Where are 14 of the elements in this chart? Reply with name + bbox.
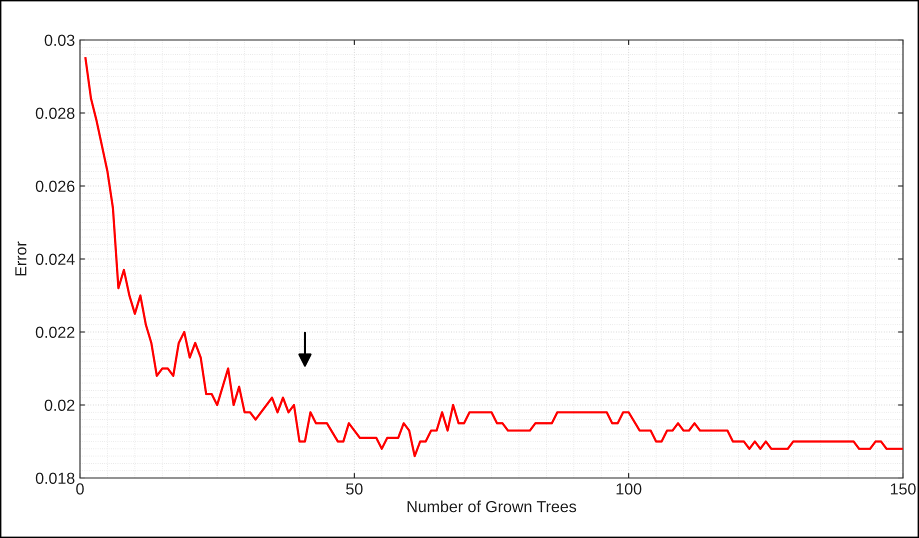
- y-tick-label: 0.02: [44, 400, 74, 411]
- x-tick-label: 0: [76, 483, 84, 495]
- y-tick-label: 0.028: [36, 108, 74, 119]
- x-tick-label: 100: [616, 483, 642, 495]
- x-axis-title: Number of Grown Trees: [408, 500, 576, 512]
- y-tick-label: 0.018: [36, 472, 74, 484]
- y-axis-title: Error: [15, 242, 26, 276]
- y-tick-label: 0.03: [44, 34, 74, 46]
- y-tick-label: 0.026: [36, 180, 74, 192]
- y-tick-label: 0.022: [36, 326, 74, 338]
- x-tick-label: 50: [346, 483, 363, 495]
- x-tick-label: 150: [890, 483, 916, 495]
- y-tick-label: 0.024: [36, 254, 75, 265]
- line-series: [84, 57, 903, 458]
